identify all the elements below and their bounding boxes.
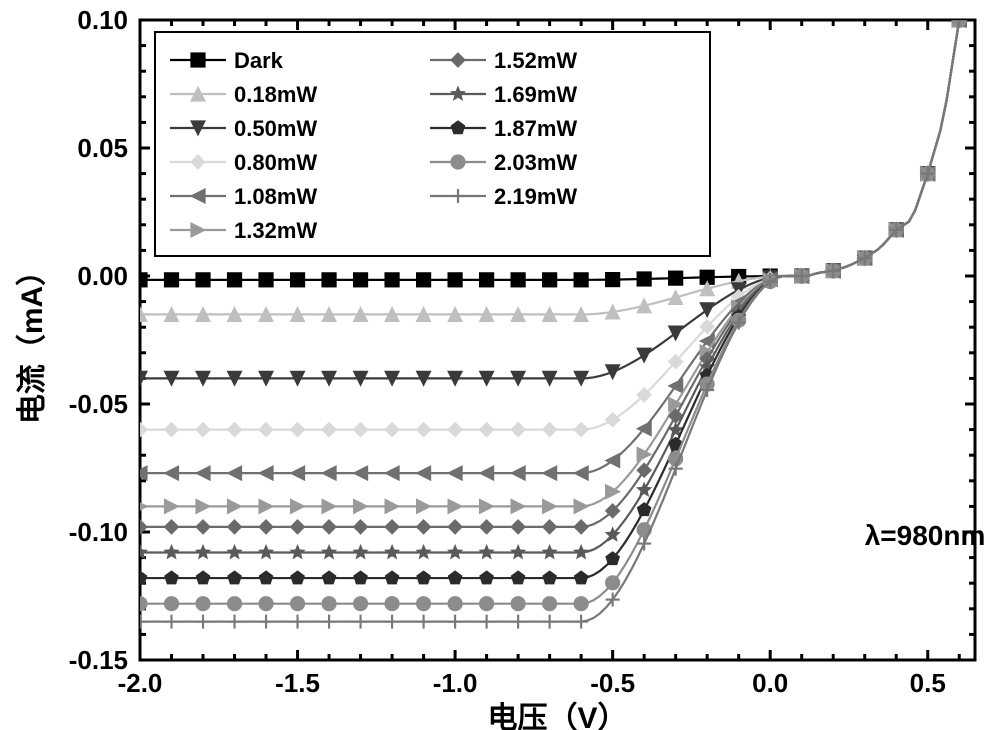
- legend-item-label: 1.69mW: [494, 82, 577, 107]
- wavelength-annotation: λ=980nm: [865, 520, 986, 551]
- x-tick-label: 0.0: [752, 668, 788, 698]
- legend-item-label: 0.80mW: [234, 150, 317, 175]
- legend-item-label: 1.87mW: [494, 116, 577, 141]
- y-tick-label: -0.10: [69, 517, 128, 547]
- legend-item-label: Dark: [234, 48, 284, 73]
- y-tick-label: 0.00: [77, 261, 128, 291]
- x-tick-label: 0.5: [910, 668, 946, 698]
- legend-item-label: 1.52mW: [494, 48, 577, 73]
- legend: Dark 0.18mW 0.50mW 0.80mW 1.08mW 1.32mW 1.52mW…: [155, 32, 710, 256]
- legend-item-label: 1.32mW: [234, 218, 317, 243]
- y-tick-label: -0.15: [69, 645, 128, 675]
- y-tick-label: 0.10: [77, 5, 128, 35]
- x-axis-label: 电压（V）: [487, 701, 627, 730]
- iv-chart-root: -2.0-1.5-1.0-0.50.00.5-0.15-0.10-0.050.0…: [0, 0, 1000, 730]
- x-tick-label: -1.0: [433, 668, 478, 698]
- x-tick-label: -1.5: [275, 668, 320, 698]
- y-tick-label: 0.05: [77, 133, 128, 163]
- legend-item-label: 2.03mW: [494, 150, 577, 175]
- legend-item-label: 2.19mW: [494, 184, 577, 209]
- iv-chart-svg: -2.0-1.5-1.0-0.50.00.5-0.15-0.10-0.050.0…: [0, 0, 1000, 730]
- legend-item-label: 0.18mW: [234, 82, 317, 107]
- legend-item-label: 1.08mW: [234, 184, 317, 209]
- y-axis-label: 电流（mA）: [15, 256, 49, 424]
- legend-item-label: 0.50mW: [234, 116, 317, 141]
- x-tick-label: -0.5: [590, 668, 635, 698]
- y-tick-label: -0.05: [69, 389, 128, 419]
